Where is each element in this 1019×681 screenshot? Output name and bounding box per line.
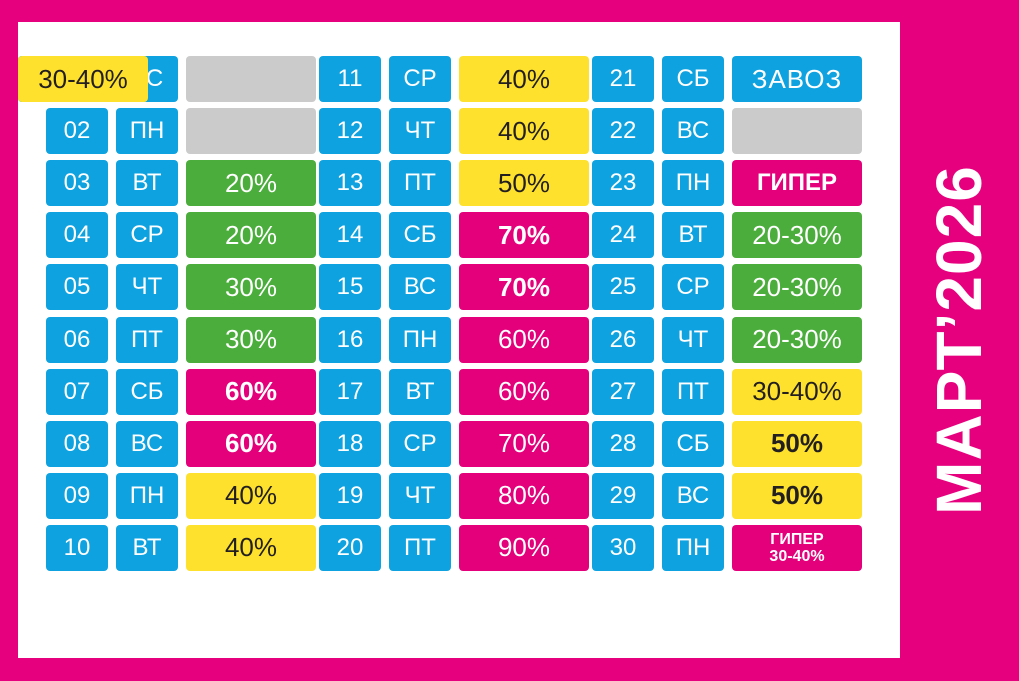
day-of-week: ЧТ — [116, 264, 178, 311]
day-of-week: ВТ — [389, 368, 451, 415]
day-number: 13 — [319, 160, 381, 207]
calendar-panel: 01ВС02ПН03ВТ20%04СР20%05ЧТ30%06ПТ30%07СБ… — [18, 22, 900, 658]
discount-value — [186, 56, 316, 102]
discount-value: 40% — [459, 56, 589, 102]
discount-value: 20% — [186, 212, 316, 259]
discount-value: 30% — [186, 264, 316, 311]
day-of-week: ПТ — [662, 368, 724, 415]
day-number: 03 — [46, 160, 108, 207]
day-number: 05 — [46, 264, 108, 311]
day-of-week: СР — [662, 264, 724, 311]
discount-value: 50% — [732, 472, 862, 519]
day-of-week: ВС — [662, 108, 724, 155]
day-number: 26 — [592, 316, 654, 363]
day-of-week: ВТ — [116, 524, 178, 571]
day-of-week: ПН — [116, 472, 178, 519]
day-of-week: ЧТ — [389, 472, 451, 519]
discount-value — [186, 108, 316, 155]
day-number: 25 — [592, 264, 654, 311]
day-number: 09 — [46, 472, 108, 519]
day-of-week: ПН — [662, 524, 724, 571]
discount-value: 60% — [186, 420, 316, 467]
day-number: 04 — [46, 212, 108, 259]
day-of-week: СР — [116, 212, 178, 259]
discount-value: 20% — [186, 160, 316, 207]
day-of-week: ВС — [116, 420, 178, 467]
day-number: 27 — [592, 368, 654, 415]
discount-value: 30-40% — [18, 56, 148, 102]
discount-label: ГИПЕР — [770, 530, 824, 548]
day-number: 16 — [319, 316, 381, 363]
discount-value: 20-30% — [732, 212, 862, 259]
day-number: 10 — [46, 524, 108, 571]
day-number: 30 — [592, 524, 654, 571]
day-number: 06 — [46, 316, 108, 363]
day-of-week: ПТ — [389, 524, 451, 571]
day-number: 28 — [592, 420, 654, 467]
day-number: 02 — [46, 108, 108, 155]
day-number: 08 — [46, 420, 108, 467]
discount-value — [732, 108, 862, 155]
day-of-week: ПН — [662, 160, 724, 207]
day-number: 23 — [592, 160, 654, 207]
day-number: 11 — [319, 56, 381, 102]
discount-value: 90% — [459, 524, 589, 571]
day-of-week: СБ — [389, 212, 451, 259]
day-number: 17 — [319, 368, 381, 415]
month-title: МАРТ’2026 — [923, 165, 995, 515]
day-number: 20 — [319, 524, 381, 571]
day-of-week: СБ — [662, 56, 724, 102]
discount-value: 40% — [186, 524, 316, 571]
discount-value: 50% — [732, 420, 862, 467]
discount-value: 60% — [459, 316, 589, 363]
discount-value: 60% — [186, 368, 316, 415]
discount-value: 40% — [459, 108, 589, 155]
day-of-week: ПН — [389, 316, 451, 363]
discount-value: ЗАВОЗ — [732, 56, 862, 102]
discount-value: 20-30% — [732, 316, 862, 363]
day-of-week: ВС — [662, 472, 724, 519]
day-of-week: ЧТ — [389, 108, 451, 155]
day-number: 18 — [319, 420, 381, 467]
day-of-week: ВТ — [116, 160, 178, 207]
day-of-week: ПТ — [389, 160, 451, 207]
discount-range: 30-40% — [769, 547, 825, 565]
day-of-week: СБ — [116, 368, 178, 415]
day-number: 07 — [46, 368, 108, 415]
discount-value: 20-30% — [732, 264, 862, 311]
discount-value: 70% — [459, 420, 589, 467]
day-of-week: ВТ — [662, 212, 724, 259]
day-number: 24 — [592, 212, 654, 259]
day-of-week: ПН — [116, 108, 178, 155]
day-number: 12 — [319, 108, 381, 155]
day-number: 15 — [319, 264, 381, 311]
day-number: 21 — [592, 56, 654, 102]
day-of-week: ВС — [389, 264, 451, 311]
discount-value: ГИПЕР 30-40% — [732, 524, 862, 571]
discount-value: 80% — [459, 472, 589, 519]
discount-value: 30% — [186, 316, 316, 363]
day-of-week: СБ — [662, 420, 724, 467]
discount-value: 70% — [459, 212, 589, 259]
day-number: 29 — [592, 472, 654, 519]
discount-value: 30-40% — [732, 368, 862, 415]
discount-value: 50% — [459, 160, 589, 207]
discount-value: 60% — [459, 368, 589, 415]
discount-value: 40% — [186, 472, 316, 519]
day-number: 14 — [319, 212, 381, 259]
day-number: 22 — [592, 108, 654, 155]
day-of-week: ПТ — [116, 316, 178, 363]
day-of-week: СР — [389, 420, 451, 467]
discount-value: 70% — [459, 264, 589, 311]
day-number: 19 — [319, 472, 381, 519]
day-of-week: ЧТ — [662, 316, 724, 363]
day-of-week: СР — [389, 56, 451, 102]
discount-value: ГИПЕР — [732, 160, 862, 207]
